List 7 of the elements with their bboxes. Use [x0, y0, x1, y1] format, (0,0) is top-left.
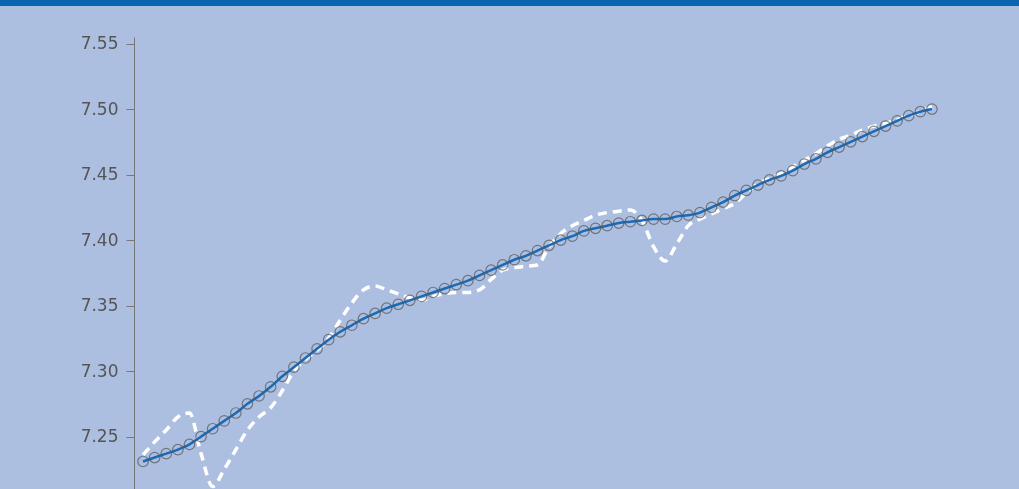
y-tick-label: 7.55 [80, 33, 119, 54]
y-tick-label: 7.35 [80, 295, 119, 316]
y-tick-label: 7.25 [80, 426, 119, 447]
y-tick-label: 7.40 [80, 229, 119, 250]
y-tick-label: 7.30 [80, 360, 119, 381]
y-tick-label: 7.50 [80, 98, 119, 119]
y-tick-label: 7.45 [80, 164, 119, 185]
